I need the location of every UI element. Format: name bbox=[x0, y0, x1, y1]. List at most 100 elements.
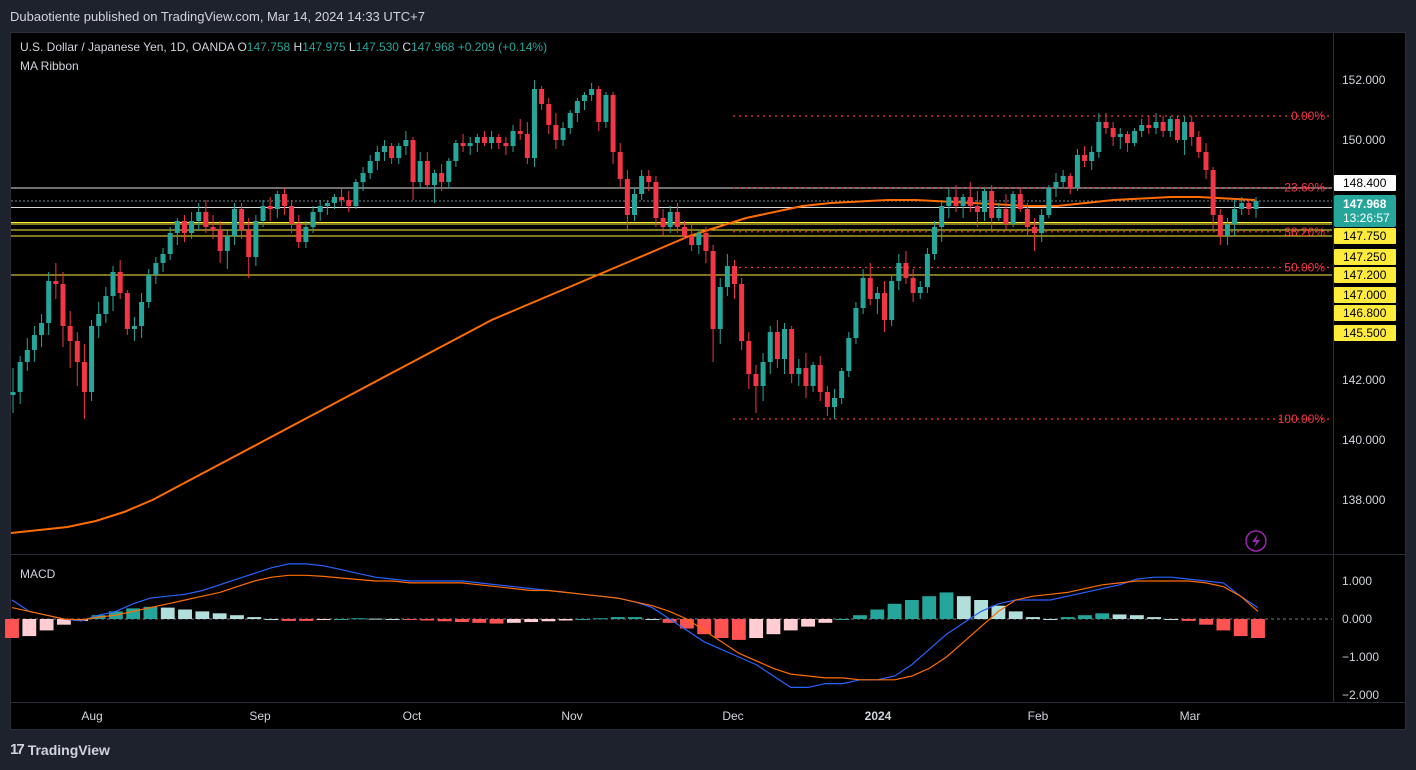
candle-body bbox=[1153, 122, 1159, 128]
macd-histogram-bar bbox=[1181, 619, 1196, 621]
macd-label: MACD bbox=[20, 567, 56, 581]
candle-body bbox=[1160, 122, 1166, 131]
candle-body bbox=[317, 206, 323, 212]
fib-level-label: 0.00% bbox=[1291, 109, 1325, 123]
macd-histogram-bar bbox=[178, 609, 192, 619]
level-tag-label: 147.250 bbox=[1343, 250, 1387, 264]
time-axis-tick: Sep bbox=[249, 709, 271, 723]
candle-body bbox=[503, 143, 509, 146]
candle-body bbox=[703, 233, 709, 251]
macd-histogram-bar bbox=[662, 619, 677, 623]
candle-body bbox=[739, 284, 745, 341]
price-axis-tick: 140.000 bbox=[1342, 433, 1386, 447]
macd-histogram-bar bbox=[783, 619, 798, 631]
time-axis-tick: Feb bbox=[1028, 709, 1049, 723]
candle-body bbox=[224, 236, 230, 251]
candle-body bbox=[774, 332, 780, 359]
macd-histogram-bar bbox=[524, 619, 539, 623]
signal-line bbox=[11, 574, 1259, 681]
brand-name: TradingView bbox=[27, 741, 110, 758]
legend-part: 147.530 bbox=[356, 40, 403, 54]
candle-body bbox=[231, 209, 237, 236]
candle-body bbox=[1003, 209, 1009, 224]
candle-body bbox=[903, 263, 909, 278]
macd-histogram-bar bbox=[281, 619, 296, 621]
macd-histogram-bar bbox=[610, 617, 625, 619]
price-axis-tick: 142.000 bbox=[1342, 373, 1386, 387]
level-tag-label: 147.200 bbox=[1343, 268, 1387, 282]
candle-body bbox=[524, 134, 530, 158]
macd-histogram-bar bbox=[887, 603, 902, 619]
macd-histogram-bar bbox=[1095, 613, 1110, 619]
candle-body bbox=[746, 341, 752, 374]
candle-body bbox=[324, 203, 330, 206]
candle-body bbox=[181, 221, 187, 233]
current-price-value: 147.968 bbox=[1343, 197, 1387, 211]
macd-histogram-bar bbox=[593, 618, 608, 620]
macd-histogram-bar bbox=[801, 619, 815, 627]
candle-body bbox=[653, 182, 659, 218]
macd-histogram-bar bbox=[679, 619, 694, 629]
macd-histogram-bar bbox=[628, 617, 642, 619]
candle-body bbox=[1217, 215, 1223, 236]
time-axis-tick: Aug bbox=[81, 709, 102, 723]
candle-body bbox=[796, 368, 802, 374]
candle-body bbox=[453, 143, 459, 161]
level-tag-box bbox=[1334, 267, 1396, 283]
candle-body bbox=[553, 125, 559, 140]
candle-body bbox=[874, 293, 880, 299]
candle-body bbox=[917, 287, 923, 293]
candle-body bbox=[53, 281, 59, 284]
candle-body bbox=[617, 152, 623, 179]
macd-histogram-bar bbox=[264, 619, 279, 620]
chart-frame[interactable] bbox=[10, 32, 1406, 730]
candle-body bbox=[239, 209, 245, 230]
candle-body bbox=[1060, 176, 1066, 182]
published-caption: Dubaotiente published on TradingView.com… bbox=[10, 9, 425, 24]
candle-body bbox=[217, 230, 223, 251]
candle-body bbox=[567, 113, 573, 128]
candle-body bbox=[331, 197, 337, 203]
footer-brand[interactable]: 17 TradingView bbox=[10, 741, 110, 758]
candle-body bbox=[967, 197, 973, 206]
candle-body bbox=[724, 266, 730, 287]
candle-body bbox=[1224, 224, 1230, 236]
candle-body bbox=[1117, 134, 1123, 137]
level-tag-box bbox=[1334, 287, 1396, 303]
candle-body bbox=[131, 326, 137, 329]
candle-body bbox=[631, 194, 638, 215]
candle-body bbox=[174, 221, 180, 233]
macd-histogram-bar bbox=[1008, 611, 1023, 619]
macd-histogram-bar bbox=[472, 619, 487, 623]
macd-histogram-bar bbox=[247, 617, 262, 619]
candle-body bbox=[396, 146, 402, 158]
candle-body bbox=[560, 128, 566, 140]
candle-body bbox=[153, 263, 159, 275]
candle-body bbox=[782, 329, 788, 359]
candle-body bbox=[367, 161, 373, 173]
macd-histogram-bar bbox=[1164, 619, 1179, 620]
fib-level-label: 38.20% bbox=[1284, 225, 1325, 239]
legend-part: O bbox=[237, 40, 246, 54]
macd-histogram-bar bbox=[853, 615, 867, 619]
macd-histogram-bar bbox=[766, 619, 781, 635]
macd-histogram-bar bbox=[645, 619, 660, 620]
alert-bolt-glyph bbox=[1252, 534, 1260, 548]
candle-body bbox=[803, 368, 809, 386]
macd-axis-tick: 1.000 bbox=[1342, 574, 1372, 588]
candle-body bbox=[946, 197, 952, 206]
macd-histogram-bar bbox=[420, 619, 435, 621]
candle-body bbox=[39, 323, 45, 335]
macd-histogram-bar bbox=[1233, 619, 1248, 637]
candle-body bbox=[1103, 122, 1109, 128]
macd-histogram-bar bbox=[1112, 614, 1127, 619]
candle-body bbox=[89, 326, 95, 392]
macd-histogram-bar bbox=[351, 618, 366, 620]
candle-body bbox=[1139, 125, 1145, 131]
candle-body bbox=[203, 212, 209, 227]
level-tag-box bbox=[1334, 325, 1396, 341]
candle-body bbox=[753, 374, 759, 386]
candle-body bbox=[1082, 155, 1088, 161]
candle-body bbox=[624, 179, 630, 215]
